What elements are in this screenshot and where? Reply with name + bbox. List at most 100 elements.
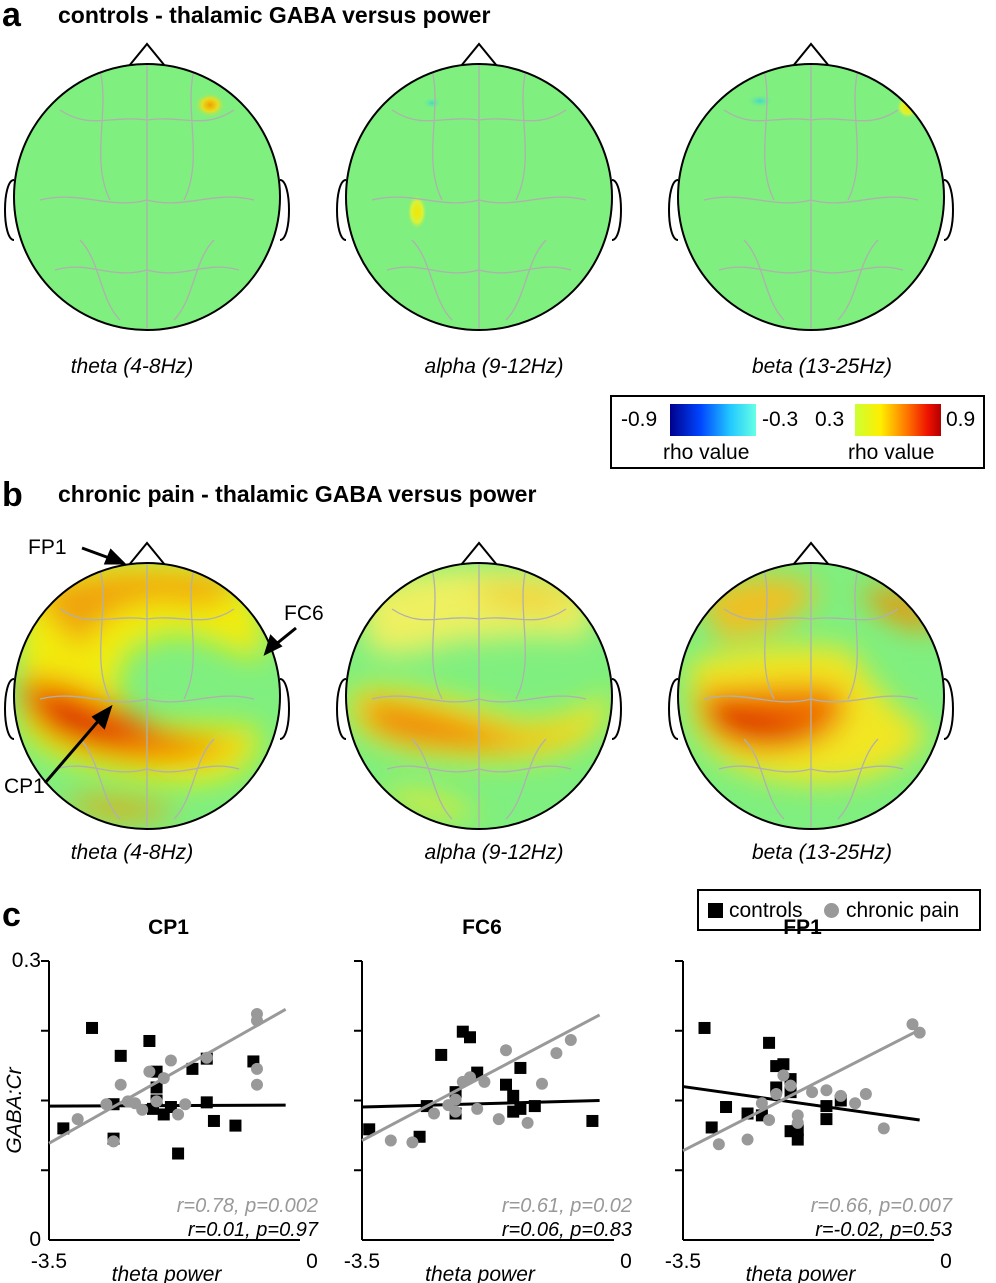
point-chronic-pain-cp1 [250,1008,263,1021]
panel-letter-b: b [2,476,23,514]
point-controls-fp1 [777,1058,790,1071]
point-controls-fc6 [507,1089,520,1102]
point-chronic-pain-fp1 [777,1069,790,1082]
trendline-controls-cp1 [48,1103,286,1108]
annotation-chronic-pain-fc6: r=0.61, p=0.02 [502,1195,632,1217]
point-controls-fc6 [586,1114,599,1127]
chart-title-fp1: FP1 [783,916,822,939]
point-chronic-pain-fc6 [521,1116,534,1129]
point-controls-cp1 [143,1034,156,1047]
topomap-pain-beta [668,541,954,830]
point-chronic-pain-cp1 [107,1135,120,1148]
point-chronic-pain-fc6 [428,1107,440,1120]
point-chronic-pain-fp1 [877,1122,890,1135]
point-controls-cp1 [186,1062,199,1075]
trendline-controls-fc6 [361,1099,600,1109]
point-controls-fc6 [435,1048,448,1061]
point-chronic-pain-cp1 [100,1098,113,1111]
point-controls-fc6 [464,1031,476,1044]
point-controls-fc6 [514,1102,527,1115]
panel-b-title: chronic pain - thalamic GABA versus powe… [58,481,537,507]
point-chronic-pain-fc6 [492,1113,505,1126]
point-chronic-pain-fc6 [449,1093,462,1106]
point-chronic-pain-fp1 [712,1138,725,1151]
point-chronic-pain-cp1 [250,1078,263,1091]
annotation-fc6: FC6 [284,602,324,625]
topomap-controls-alpha [336,42,622,331]
point-controls-fp1 [720,1101,733,1114]
band-label-a-alpha: alpha (9-12Hz) [424,355,564,378]
x-tick-label-fp1: -3.5 [665,1250,701,1273]
colorbar-positive-gradient [855,404,941,436]
annotation-controls-fc6: r=0.06, p=0.83 [502,1219,632,1241]
annotation-chronic-pain-fp1: r=0.66, p=0.007 [811,1195,953,1217]
point-chronic-pain-fp1 [784,1079,797,1092]
point-controls-fp1 [820,1113,833,1126]
point-controls-fp1 [791,1133,804,1146]
colorbar-neg-max: -0.3 [762,408,799,431]
colorbar-neg-label: rho value [663,441,750,464]
legend-label-controls: controls [729,899,803,922]
y-tick-label-cp1: 0.3 [12,949,41,972]
x-tick-label-cp1: 0 [306,1250,318,1273]
x-tick-label-fc6: 0 [620,1250,632,1273]
topomap-controls-theta [4,42,290,331]
point-chronic-pain-fc6 [406,1136,419,1149]
x-axis-label-fc6: theta power [425,1263,536,1283]
point-controls-cp1 [172,1147,185,1160]
y-tick-label-cp1: 0 [29,1228,41,1251]
annotation-fp1: FP1 [28,536,67,559]
point-chronic-pain-fp1 [791,1116,804,1129]
x-tick-label-fp1: 0 [940,1250,952,1273]
annotation-chronic-pain-cp1: r=0.78, p=0.002 [177,1195,318,1217]
band-label-a-theta: theta (4-8Hz) [70,355,194,378]
point-chronic-pain-fc6 [564,1034,577,1047]
colorbar-pos-max: 0.9 [946,408,976,431]
band-label-b-theta: theta (4-8Hz) [70,841,194,864]
point-chronic-pain-fp1 [770,1087,783,1100]
annotation-controls-fp1: r=-0.02, p=0.53 [815,1219,952,1241]
point-chronic-pain-fp1 [741,1133,754,1146]
point-chronic-pain-fc6 [550,1047,563,1060]
point-controls-fc6 [500,1078,512,1091]
band-label-a-beta: beta (13-25Hz) [751,355,893,378]
x-tick-label-cp1: -3.5 [31,1250,67,1273]
annotation-controls-cp1: r=0.01, p=0.97 [188,1219,319,1241]
point-chronic-pain-fp1 [913,1026,926,1039]
trendline-chronic-pain-fc6 [361,1013,601,1142]
trendline-chronic-pain-cp1 [48,1008,287,1145]
annotation-arrows [43,546,297,784]
point-chronic-pain-fc6 [384,1134,397,1147]
trendline-controls-fp1 [682,1085,920,1122]
point-chronic-pain-fc6 [449,1105,462,1118]
trendline-chronic-pain-fp1 [682,1028,921,1153]
point-chronic-pain-cp1 [250,1062,263,1075]
colorbar-neg-min: -0.9 [621,408,658,431]
panel-letter-c: c [2,896,21,934]
y-axis-label-cp1: GABA:Cr [3,1066,26,1153]
point-chronic-pain-fp1 [906,1018,919,1031]
point-chronic-pain-cp1 [143,1065,156,1078]
annotation-cp1: CP1 [4,775,45,798]
point-chronic-pain-fp1 [849,1097,862,1110]
point-controls-cp1 [86,1021,99,1034]
colorbar-negative-gradient [670,404,756,436]
panel-a-title: controls - thalamic GABA versus power [58,2,491,28]
point-controls-fp1 [763,1036,776,1049]
point-chronic-pain-cp1 [179,1098,192,1111]
point-chronic-pain-cp1 [164,1054,177,1067]
point-chronic-pain-fp1 [820,1084,833,1097]
point-controls-cp1 [57,1122,70,1135]
point-chronic-pain-fc6 [500,1044,512,1057]
legend-marker-controls [708,903,723,918]
point-chronic-pain-cp1 [71,1113,84,1126]
point-chronic-pain-fp1 [755,1097,768,1110]
x-axis-label-cp1: theta power [112,1263,223,1283]
chart-title-fc6: FC6 [462,916,502,939]
x-axis-label-fp1: theta power [746,1263,857,1283]
legend-label-chronic-pain: chronic pain [846,899,960,922]
x-tick-label-fc6: -3.5 [344,1250,380,1273]
point-chronic-pain-fp1 [859,1087,872,1100]
point-chronic-pain-cp1 [150,1095,163,1108]
